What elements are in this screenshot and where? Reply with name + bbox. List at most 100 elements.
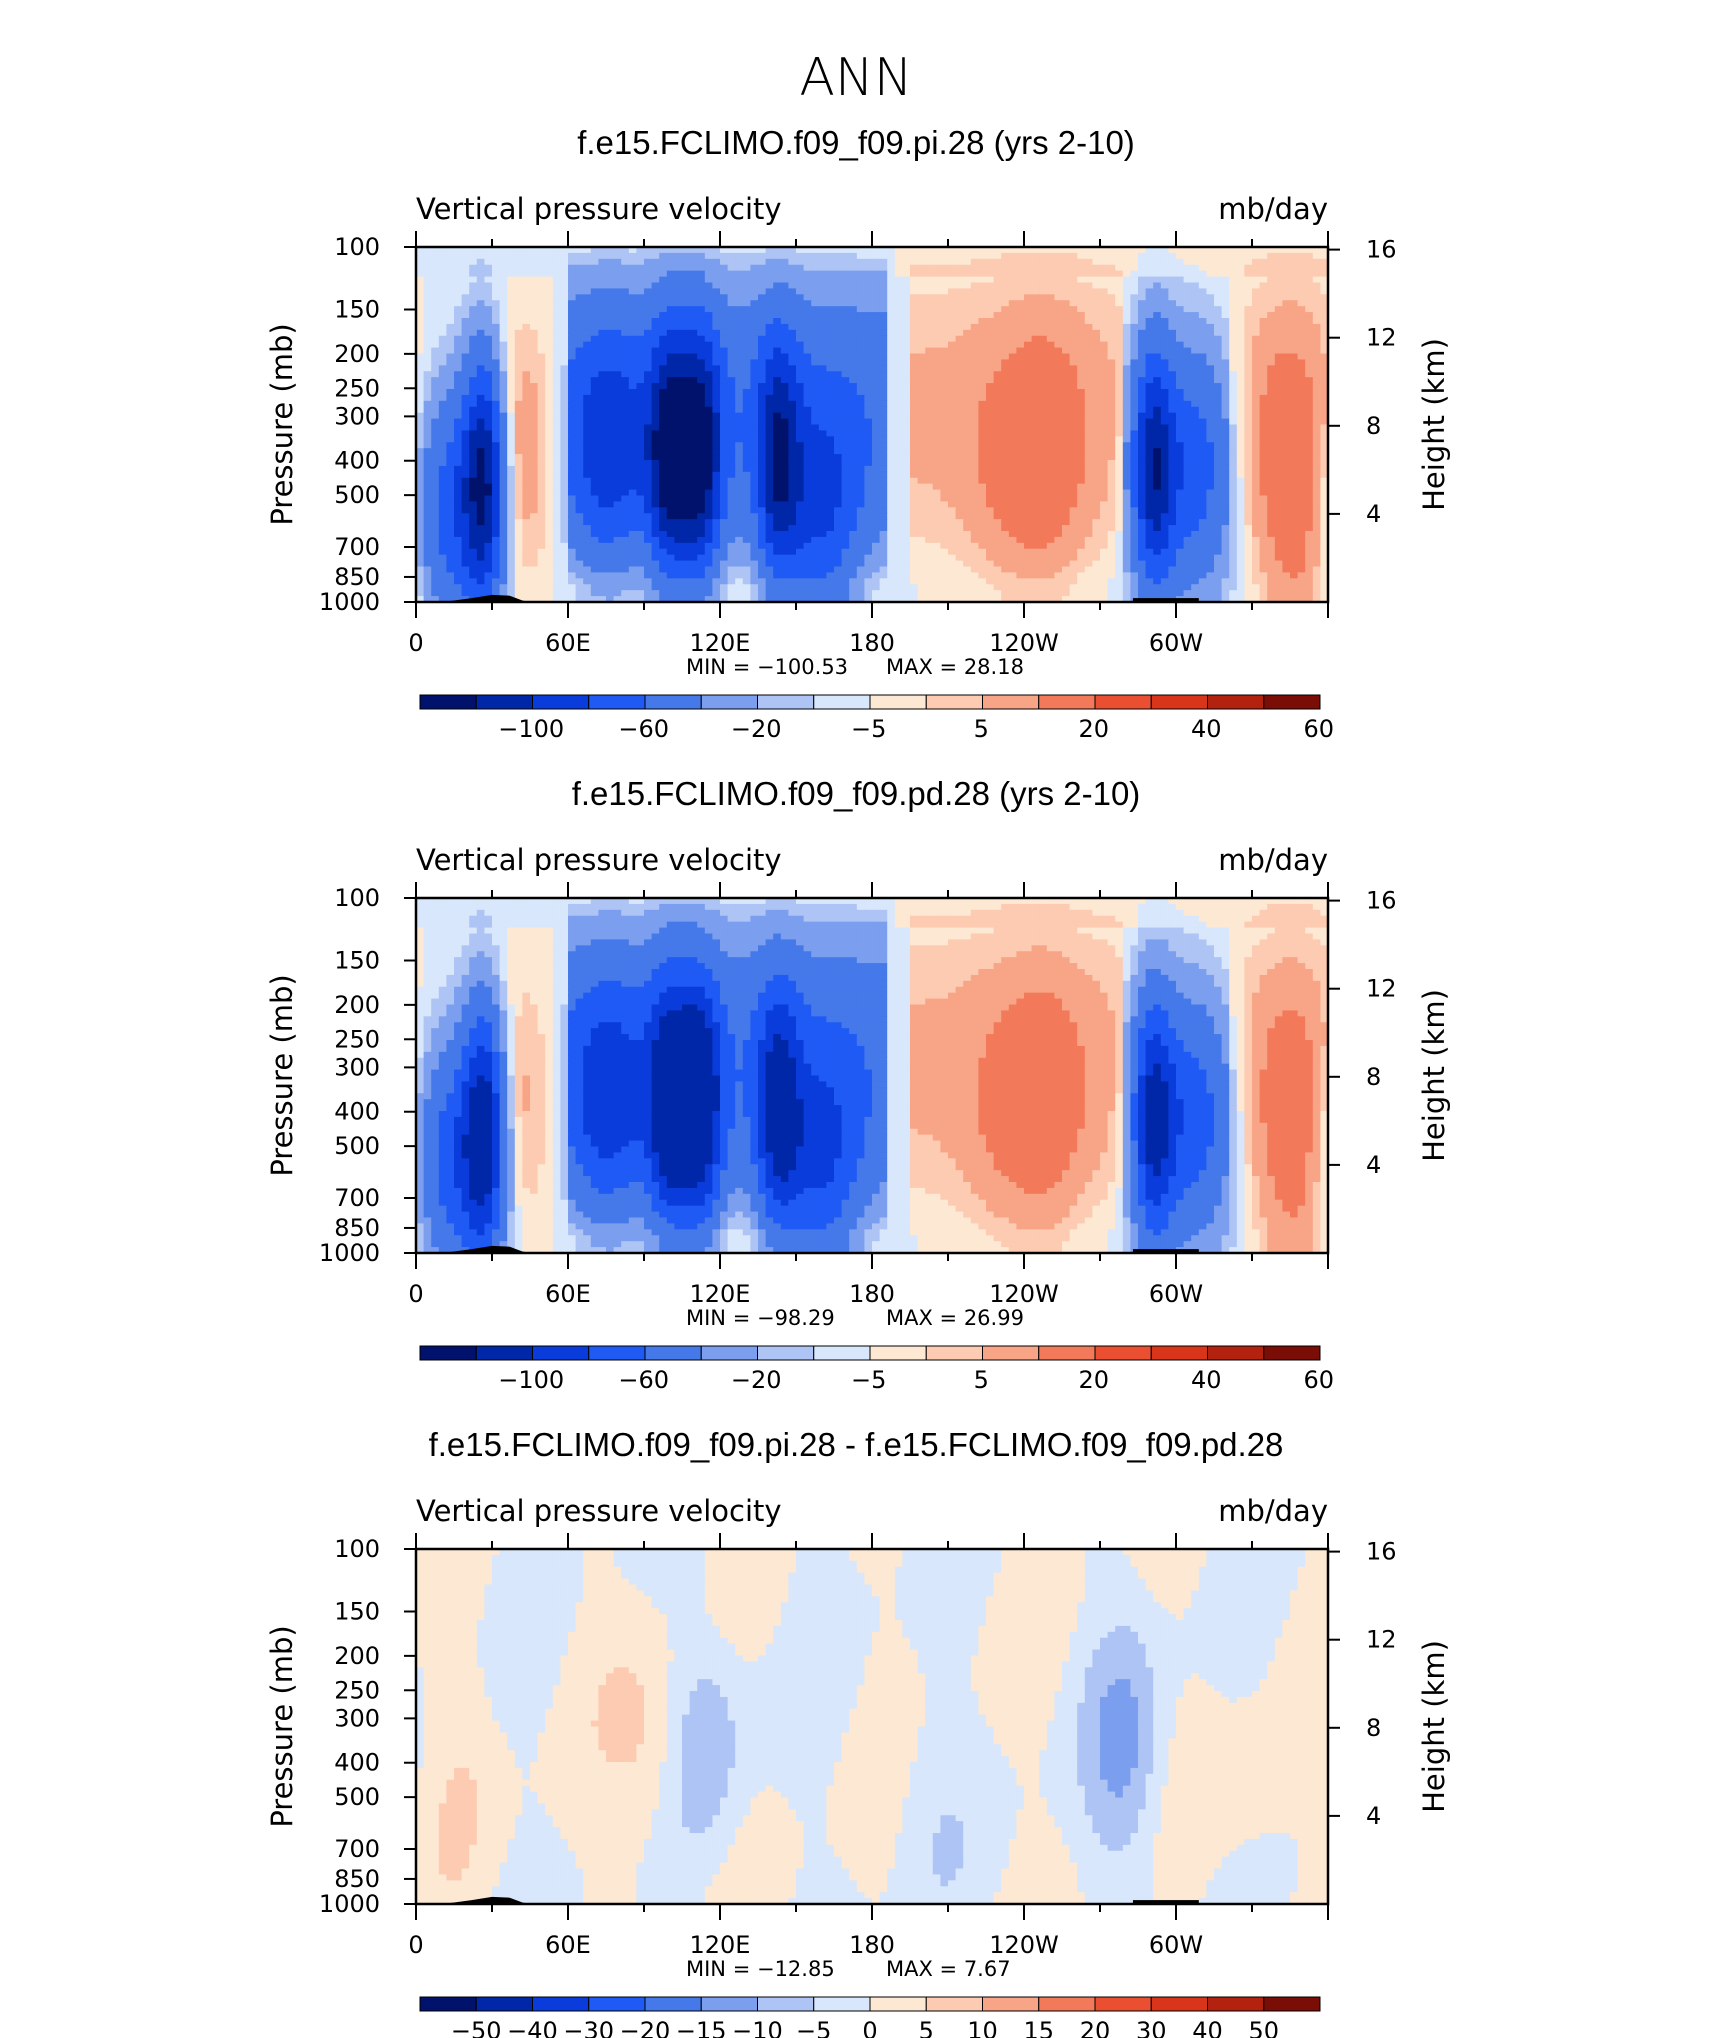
contour-cell: [704, 294, 713, 301]
contour-cell: [1160, 394, 1169, 402]
contour-cell: [522, 400, 531, 408]
contour-cell: [834, 465, 843, 473]
contour-cell: [818, 371, 827, 378]
contour-cell: [522, 270, 531, 278]
contour-cell: [879, 282, 888, 290]
contour-cell: [1176, 442, 1185, 449]
contour-cell: [1054, 258, 1063, 266]
contour-cell: [1267, 389, 1276, 396]
contour-cell: [712, 247, 721, 254]
contour-cell: [1138, 270, 1147, 278]
contour-cell: [1138, 394, 1147, 402]
contour-cell: [689, 465, 698, 473]
contour-cell: [1153, 329, 1162, 337]
contour-cell: [697, 335, 706, 343]
contour-cell: [598, 406, 607, 414]
contour-cell: [735, 471, 744, 479]
contour-cell: [628, 430, 637, 437]
contour-cell: [894, 258, 903, 266]
contour-cell: [849, 460, 858, 467]
contour-cell: [925, 389, 934, 396]
contour-cell: [1046, 282, 1055, 290]
contour-cell: [1252, 418, 1261, 426]
contour-cell: [986, 247, 995, 254]
contour-cell: [628, 359, 637, 366]
contour-cell: [1046, 252, 1055, 260]
contour-cell: [552, 294, 561, 301]
contour-cell: [1290, 312, 1299, 319]
contour-cell: [826, 406, 835, 414]
contour-cell: [902, 353, 911, 361]
contour-cell: [742, 394, 751, 402]
contour-cell: [1077, 465, 1086, 473]
contour-cell: [704, 489, 713, 497]
contour-cell: [849, 282, 858, 290]
contour-cell: [1290, 306, 1299, 313]
contour-cell: [986, 347, 995, 355]
contour-cell: [644, 430, 653, 437]
contour-cell: [872, 347, 881, 355]
contour-cell: [1046, 406, 1055, 414]
contour-cell: [750, 276, 759, 284]
contour-cell: [568, 394, 577, 402]
contour-cell: [1008, 465, 1017, 473]
contour-cell: [1183, 276, 1192, 284]
contour-cell: [431, 424, 440, 432]
contour-cell: [948, 400, 957, 408]
contour-cell: [1062, 353, 1071, 361]
contour-cell: [1236, 282, 1245, 290]
contour-cell: [552, 418, 561, 426]
contour-cell: [788, 276, 797, 284]
contour-cell: [476, 418, 485, 426]
contour-cell: [674, 353, 683, 361]
contour-cell: [1039, 448, 1048, 455]
contour-cell: [849, 288, 858, 295]
contour-cell: [1191, 247, 1200, 254]
contour-cell: [841, 341, 850, 349]
contour-cell: [1107, 442, 1116, 449]
contour-cell: [1024, 424, 1033, 432]
contour-cell: [1092, 323, 1101, 331]
contour-cell: [1320, 300, 1329, 307]
contour-cell: [537, 288, 546, 295]
contour-cell: [682, 460, 691, 467]
contour-cell: [986, 359, 995, 366]
contour-cell: [1062, 430, 1071, 437]
contour-cell: [1259, 347, 1268, 355]
contour-cell: [765, 247, 774, 254]
contour-cell: [552, 258, 561, 266]
contour-cell: [879, 394, 888, 402]
contour-cell: [1282, 400, 1291, 408]
contour-cell: [522, 300, 531, 307]
contour-cell: [1183, 418, 1192, 426]
contour-cell: [712, 276, 721, 284]
contour-cell: [872, 465, 881, 473]
contour-cell: [476, 347, 485, 355]
contour-cell: [780, 252, 789, 260]
contour-cell: [818, 312, 827, 319]
contour-cell: [1069, 377, 1078, 384]
contour-cell: [1320, 258, 1329, 266]
contour-cell: [484, 406, 493, 414]
contour-cell: [537, 460, 546, 467]
contour-cell: [606, 247, 615, 254]
contour-cell: [1183, 377, 1192, 384]
contour-cell: [1320, 377, 1329, 384]
contour-cell: [1062, 483, 1071, 491]
contour-cell: [1259, 335, 1268, 343]
contour-cell: [1198, 400, 1207, 408]
contour-cell: [560, 418, 569, 426]
contour-cell: [803, 306, 812, 313]
contour-cell: [1084, 465, 1093, 473]
contour-cell: [575, 247, 584, 254]
contour-cell: [1024, 282, 1033, 290]
contour-cell: [1138, 406, 1147, 414]
contour-cell: [872, 353, 881, 361]
contour-cell: [932, 389, 941, 396]
contour-cell: [887, 483, 896, 491]
contour-cell: [902, 406, 911, 414]
contour-cell: [484, 454, 493, 461]
contour-cell: [1122, 264, 1131, 272]
contour-cell: [613, 465, 622, 473]
contour-cell: [1016, 282, 1025, 290]
